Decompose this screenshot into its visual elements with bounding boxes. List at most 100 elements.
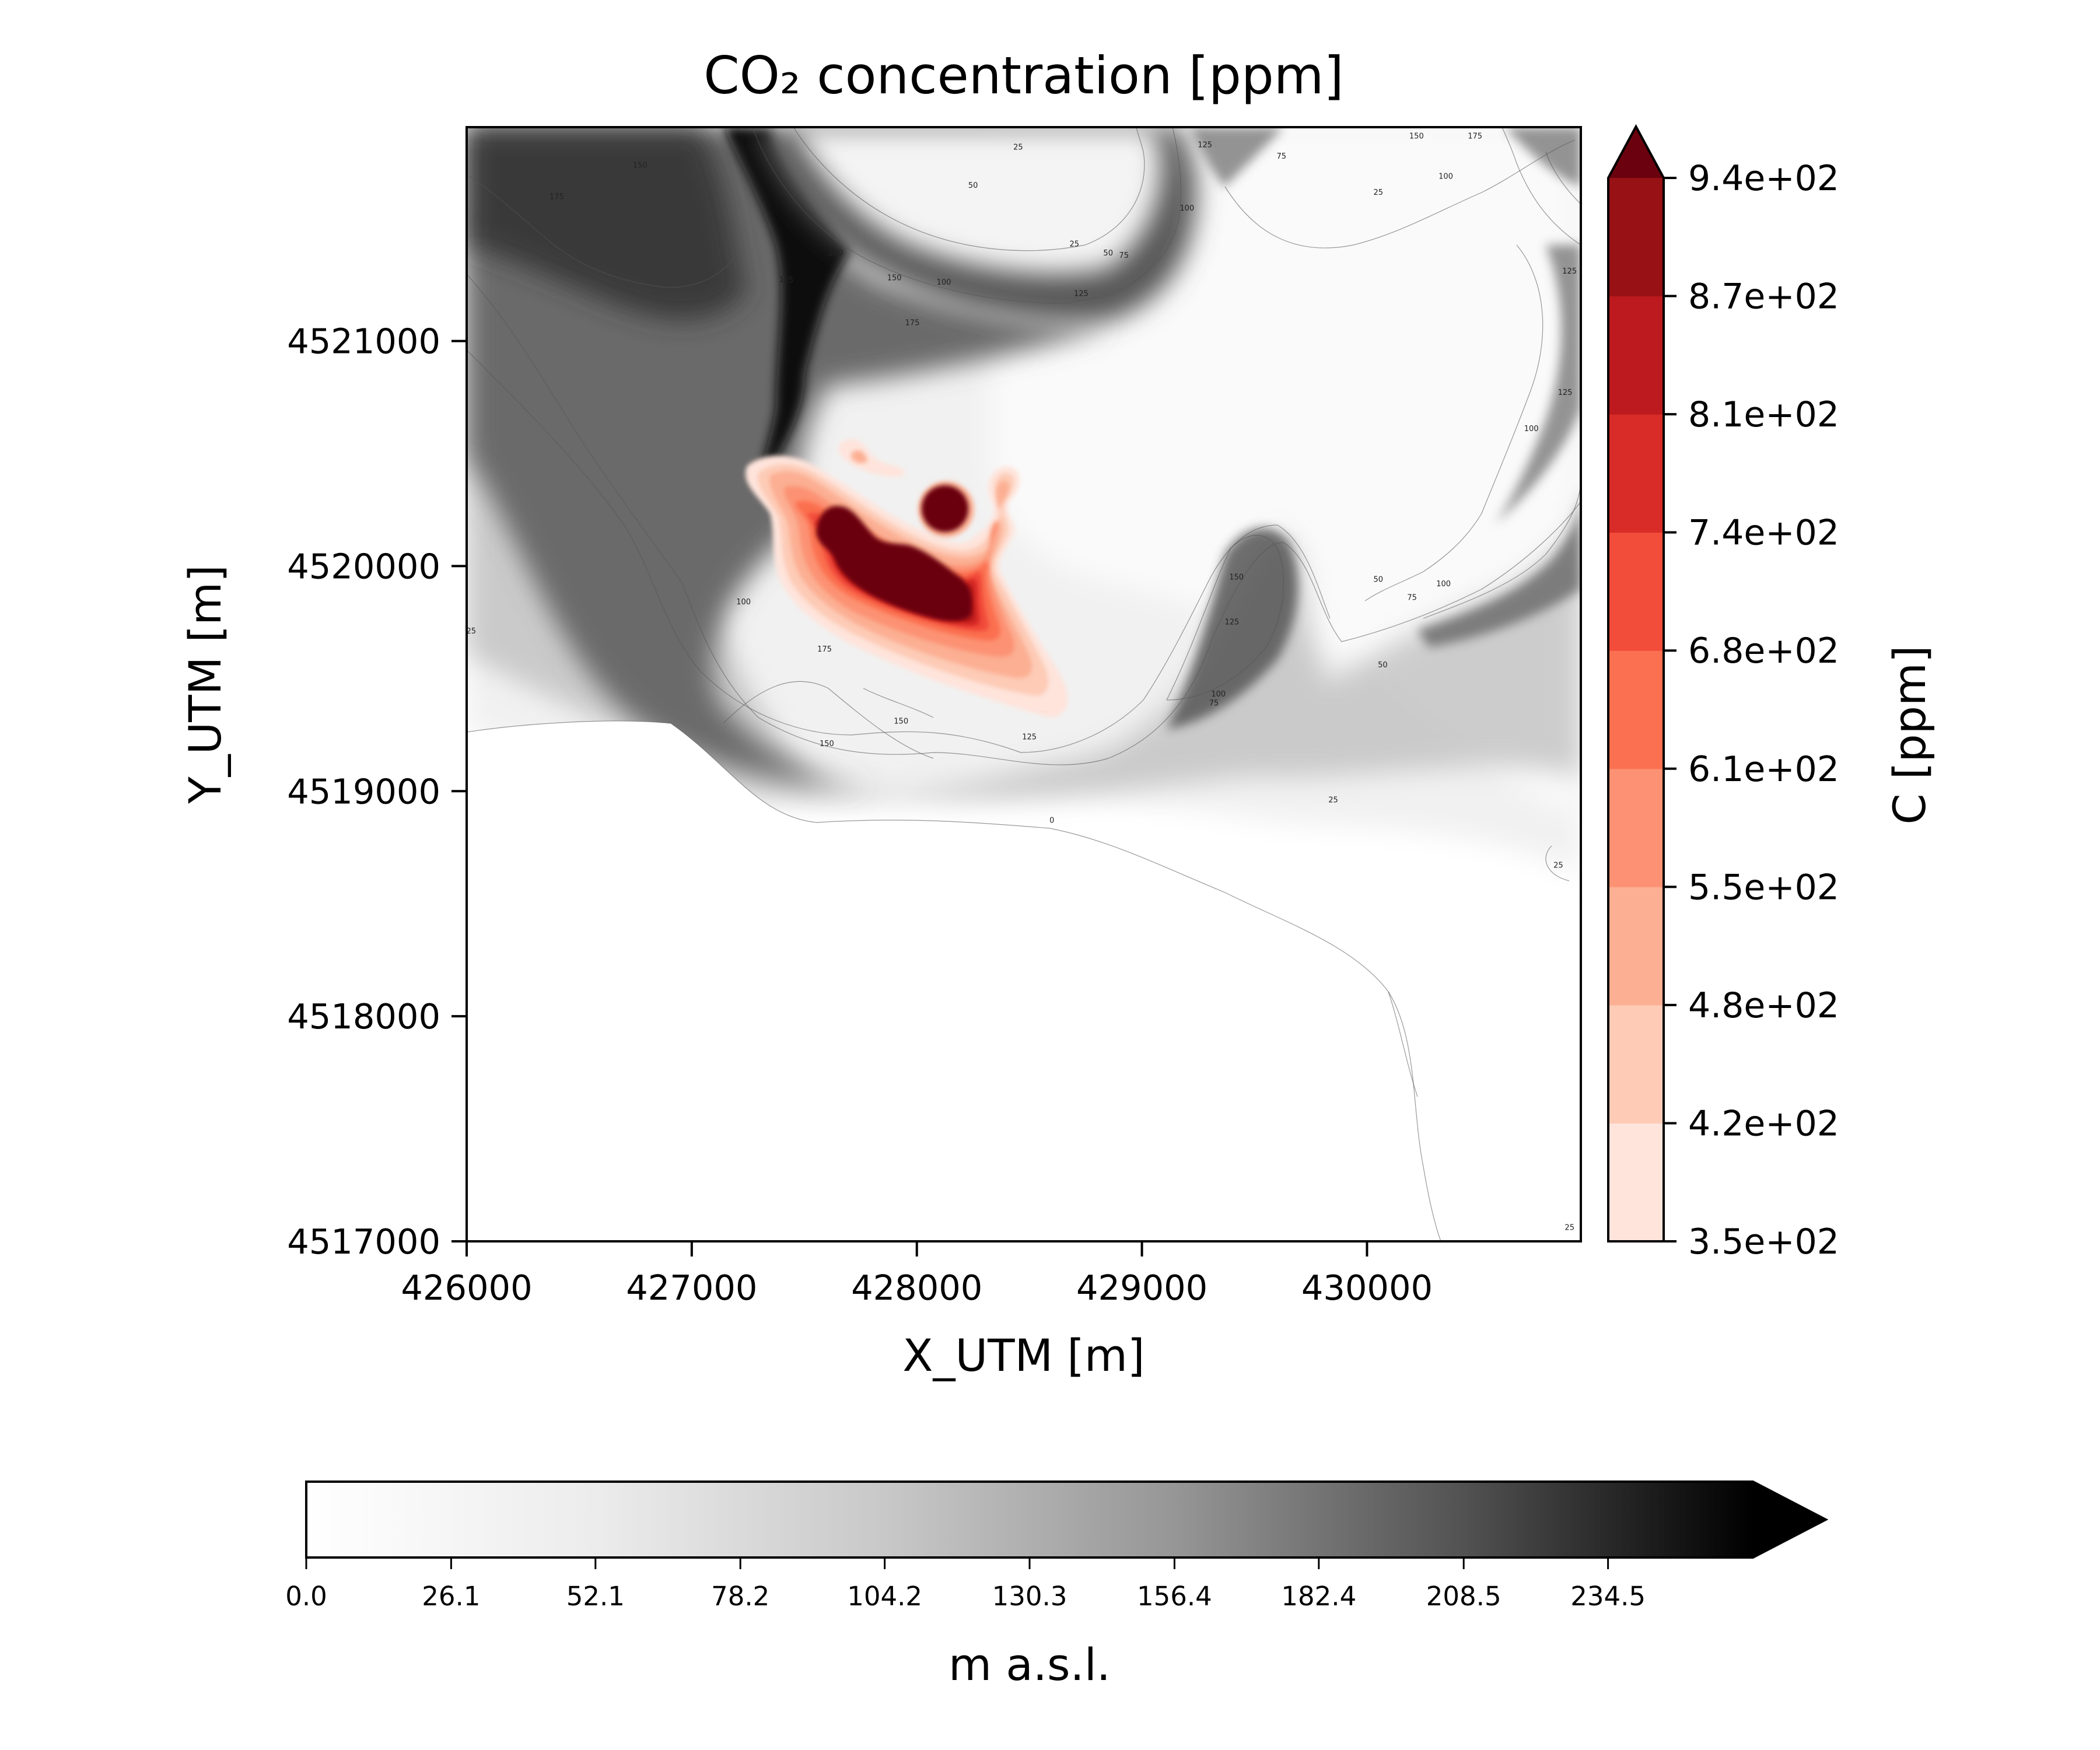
contour-label: 125 [779, 276, 794, 285]
contour-label: 100 [1211, 690, 1226, 699]
plot-area: 0252525252525255050505075757575100100100… [466, 127, 1581, 1241]
concentration-colorbar: 3.5e+02 4.2e+02 4.8e+02 5.5e+02 6.1e+02 6.8e+… [1607, 124, 1839, 1262]
terrain-southern-plain [467, 720, 1441, 1241]
colorbar-segment [1608, 1123, 1664, 1242]
colorbar-tick-label: 8.1e+02 [1688, 394, 1839, 435]
elevation-tick-label: 26.1 [422, 1581, 480, 1612]
contour-label: 25 [1553, 861, 1563, 870]
contour-label: 75 [1277, 152, 1287, 161]
contour-label: 25 [466, 627, 476, 636]
contour-label: 175 [817, 645, 832, 654]
contour-label: 150 [1409, 132, 1424, 141]
colorbar-extend-arrow [1608, 127, 1664, 178]
contour-label: 150 [1229, 573, 1244, 582]
plume-core [817, 506, 972, 621]
plume-secondary-blob-core [922, 485, 968, 532]
y-tick-label: 4521000 [287, 321, 440, 362]
contour-label: 150 [820, 740, 834, 748]
contour-label: 100 [1436, 580, 1451, 589]
colorbar-tick-label: 4.8e+02 [1688, 985, 1839, 1026]
y-tick-label: 4519000 [287, 771, 440, 811]
terrain-northern-crater-floor [793, 127, 1162, 274]
elevation-tick-label: 156.4 [1137, 1581, 1212, 1612]
colorbar-segment [1608, 414, 1664, 533]
plot-frame [466, 126, 1582, 1242]
contour-line [1423, 478, 1581, 619]
colorbar-tick-label: 3.5e+02 [1688, 1222, 1839, 1262]
terrain-west-hills [467, 127, 747, 320]
y-tick-label: 4518000 [287, 996, 440, 1037]
contour-label: 50 [968, 181, 978, 190]
contour-label: 125 [1198, 141, 1212, 150]
terrain-southeast-hill [1167, 528, 1298, 729]
contour-label: 175 [1468, 132, 1482, 141]
contour-label: 0 [1049, 816, 1054, 825]
concentration-colorbar-label: C [ppm] [1884, 645, 1936, 824]
elevation-colorbar: 0.0 26.1 52.1 78.2 104.2 130.3 156.4 182.4 208.5… [285, 1480, 1829, 1612]
x-tick-label: 427000 [626, 1268, 757, 1308]
contour-line [467, 274, 1581, 765]
y-tick-label: 4517000 [287, 1222, 440, 1262]
elevation-colorbar-gradient [306, 1482, 1753, 1558]
contour-label: 50 [1103, 249, 1113, 258]
colorbar-tick-label: 6.8e+02 [1688, 631, 1839, 671]
contour-label: 50 [1378, 661, 1388, 670]
contour-label: 100 [736, 598, 751, 607]
x-axis-label: X_UTM [m] [902, 1329, 1144, 1381]
colorbar-segment [1608, 768, 1664, 887]
contour-labels: 0252525252525255050505075757575100100100… [466, 132, 1577, 1233]
elevation-tick-label: 130.3 [992, 1581, 1068, 1612]
contour-label: 150 [887, 274, 902, 282]
colorbar-tick-label: 5.5e+02 [1688, 867, 1839, 908]
contour-label: 175 [550, 192, 564, 201]
colorbar-tick-label: 7.4e+02 [1688, 513, 1839, 554]
y-axis: 4517000 4518000 4519000 4520000 4521000 [287, 321, 467, 1262]
contour-label: 150 [633, 161, 648, 170]
contour-label: 100 [1438, 173, 1453, 181]
elevation-tick-label: 104.2 [847, 1581, 922, 1612]
elevation-tick-label: 52.1 [566, 1581, 625, 1612]
terrain-northeast-ridge [1190, 127, 1581, 525]
contour-label: 200 [828, 249, 843, 258]
contour-line [752, 127, 1181, 304]
contour-label: 25 [1328, 796, 1338, 805]
elevation-colorbar-frame [305, 1480, 1829, 1559]
contour-label: 125 [1022, 733, 1037, 742]
colorbar-segment [1608, 178, 1664, 297]
elevation-tick-label: 208.5 [1426, 1581, 1502, 1612]
chart-title: CO₂ concentration [ppm] [704, 46, 1344, 106]
colorbar-segment [1608, 296, 1664, 415]
contour-label: 100 [1524, 425, 1539, 433]
terrain-east-ridge [1418, 478, 1581, 648]
colorbar-segment [1608, 532, 1664, 651]
contour-line [1388, 845, 1570, 1097]
contour-label: 25 [1564, 1224, 1574, 1233]
contour-label: 100 [1180, 204, 1194, 213]
contour-label: 100 [937, 278, 951, 287]
colorbar-tick-label: 9.4e+02 [1688, 158, 1839, 199]
contour-label: 25 [1070, 240, 1080, 249]
contour-label: 50 [1373, 575, 1383, 584]
contour-line [1166, 535, 1284, 701]
elevation-colorbar-extend-arrow [1753, 1482, 1826, 1558]
y-tick-label: 4520000 [287, 546, 440, 586]
contour-line [723, 681, 934, 759]
contour-line [793, 127, 1145, 251]
contour-line [467, 174, 736, 288]
x-tick-label: 430000 [1301, 1268, 1433, 1308]
x-axis: 426000 427000 428000 429000 430000 [401, 1241, 1433, 1308]
contour-line [1224, 139, 1576, 249]
colorbar-frame [1607, 124, 1665, 1242]
elevation-colorbar-label: m a.s.l. [949, 1639, 1111, 1690]
colorbar-segment [1608, 1005, 1664, 1124]
colorbar-segment [1608, 887, 1664, 1006]
terrain-coastal-hills [467, 198, 1581, 801]
colorbar-segment [1608, 650, 1664, 769]
contour-label: 75 [1209, 699, 1219, 708]
colorbar-tick-label: 4.2e+02 [1688, 1103, 1839, 1144]
contour-label: 25 [1013, 144, 1023, 152]
x-tick-label: 426000 [401, 1268, 532, 1308]
elevation-tick-label: 182.4 [1281, 1581, 1356, 1612]
contour-label: 25 [1373, 188, 1383, 197]
